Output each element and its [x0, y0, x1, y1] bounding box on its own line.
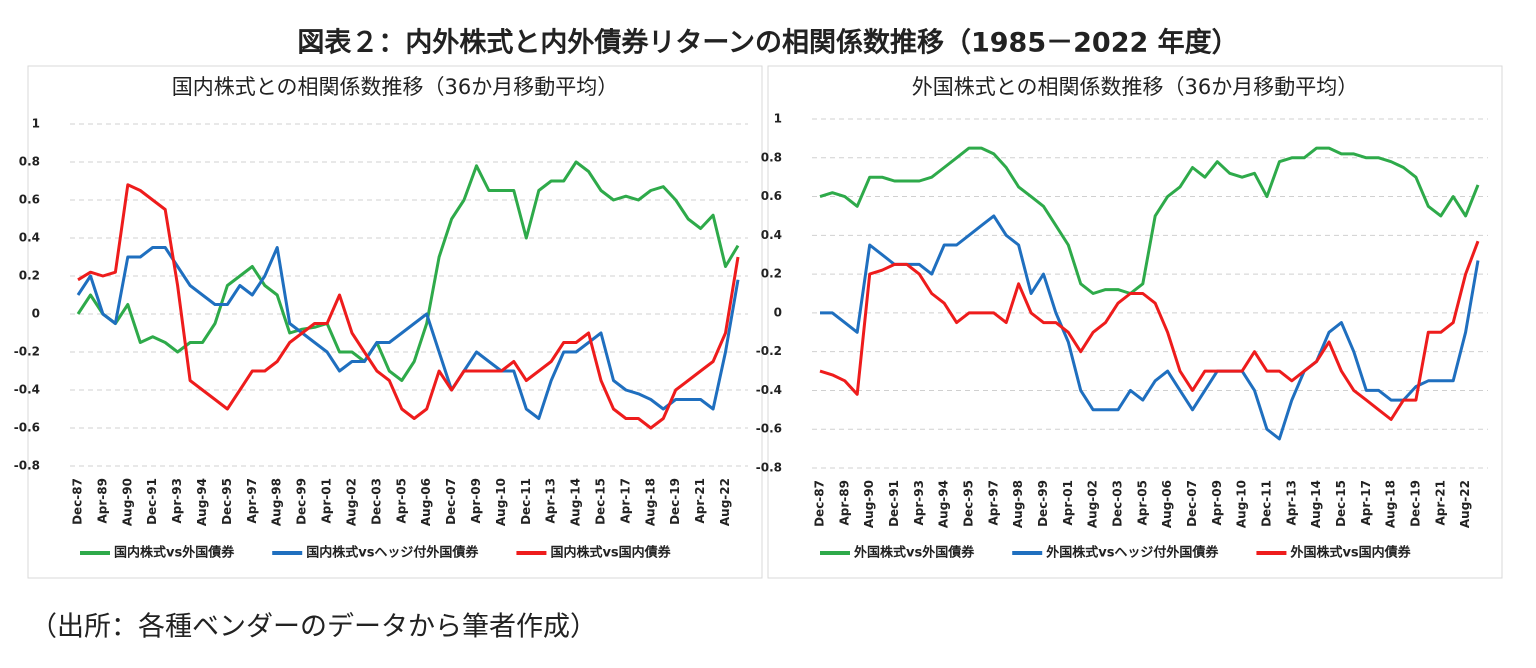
x-tick-label: Dec-15	[1334, 480, 1348, 527]
y-tick-label: -0.2	[14, 345, 40, 359]
x-tick-label: Apr-13	[544, 478, 558, 523]
x-tick-label: Dec-95	[220, 478, 234, 525]
x-tick-label: Apr-97	[245, 478, 259, 523]
source-note: （出所：各種ベンダーのデータから筆者作成）	[30, 612, 597, 643]
x-tick-label: Aug-98	[270, 478, 284, 526]
data-line	[76, 160, 740, 382]
x-tick-label: Apr-89	[837, 480, 851, 525]
x-tick-label: Aug-02	[1086, 480, 1100, 528]
x-tick-label: Dec-91	[145, 478, 159, 525]
x-tick-label: Apr-01	[320, 478, 334, 523]
x-tick-label: Dec-07	[444, 478, 458, 525]
x-tick-label: Aug-14	[569, 478, 583, 526]
legend-label: 外国株式vs外国債券	[853, 545, 975, 561]
x-tick-label: Aug-10	[1235, 480, 1249, 528]
x-tick-label: Apr-01	[1061, 480, 1075, 525]
legend-label: 国内株式vs外国債券	[114, 545, 235, 561]
y-tick-label: 0.4	[19, 231, 40, 245]
x-tick-label: Dec-07	[1185, 480, 1199, 527]
data-line	[819, 240, 1480, 421]
y-tick-label: 0	[32, 307, 40, 321]
data-line	[819, 146, 1480, 295]
x-tick-label: Aug-22	[1458, 480, 1472, 528]
x-tick-label: Aug-22	[718, 478, 732, 526]
x-tick-label: Aug-94	[937, 480, 951, 528]
y-tick-label: 0.4	[761, 228, 782, 242]
x-tick-label: Dec-91	[887, 480, 901, 527]
x-tick-label: Apr-17	[618, 478, 632, 523]
y-tick-label: 1	[774, 112, 782, 126]
x-tick-label: Apr-09	[469, 478, 483, 523]
x-tick-label: Aug-14	[1309, 480, 1323, 528]
x-tick-label: Apr-09	[1210, 480, 1224, 525]
y-tick-label: -0.4	[756, 383, 782, 397]
legend-label: 外国株式vsヘッジ付外国債券	[1045, 545, 1219, 561]
x-tick-label: Dec-03	[1110, 480, 1124, 527]
x-tick-label: Dec-87	[813, 480, 827, 527]
x-tick-label: Dec-87	[71, 478, 85, 525]
x-tick-label: Aug-02	[344, 478, 358, 526]
y-tick-label: -0.6	[14, 421, 40, 435]
data-line	[77, 183, 740, 430]
x-tick-label: Aug-18	[643, 478, 657, 526]
page-title: 図表２：内外株式と内外債券リターンの相関係数推移（1985－2022 年度）	[297, 27, 1238, 59]
x-tick-label: Dec-99	[295, 478, 309, 525]
y-tick-label: 0.6	[19, 193, 40, 207]
x-tick-label: Dec-11	[1259, 480, 1273, 527]
y-tick-label: 0.2	[19, 269, 40, 283]
x-tick-label: Aug-98	[1011, 480, 1025, 528]
x-tick-label: Apr-05	[394, 478, 408, 523]
y-tick-label: 0.2	[761, 267, 782, 281]
x-tick-label: Apr-05	[1135, 480, 1149, 525]
y-tick-label: -0.6	[756, 422, 782, 436]
data-line	[820, 214, 1480, 441]
x-tick-label: Apr-21	[693, 478, 707, 523]
x-tick-label: Dec-15	[594, 478, 608, 525]
y-tick-label: -0.4	[14, 383, 40, 397]
x-tick-label: Dec-99	[1036, 480, 1050, 527]
y-tick-label: 0.6	[761, 189, 782, 203]
x-tick-label: Dec-19	[668, 478, 682, 525]
x-tick-label: Apr-93	[170, 478, 184, 523]
x-tick-label: Apr-13	[1284, 480, 1298, 525]
x-tick-label: Aug-10	[494, 478, 508, 526]
x-tick-label: Dec-11	[519, 478, 533, 525]
chart-title: 国内株式との相関係数推移（36か月移動平均）	[172, 75, 619, 99]
x-tick-label: Dec-19	[1408, 480, 1422, 527]
panel-frame	[27, 65, 763, 579]
y-tick-label: 0	[774, 305, 782, 319]
legend-label: 国内株式vs国内債券	[550, 545, 671, 561]
x-tick-label: Apr-89	[95, 478, 109, 523]
data-line	[76, 246, 740, 420]
y-tick-label: -0.8	[756, 461, 782, 475]
x-tick-label: Dec-95	[961, 480, 975, 527]
y-tick-label: 0.8	[19, 155, 40, 169]
x-tick-label: Aug-90	[862, 480, 876, 528]
x-tick-label: Dec-03	[369, 478, 383, 525]
x-tick-label: Apr-17	[1359, 480, 1373, 525]
x-tick-label: Apr-21	[1433, 480, 1447, 525]
x-tick-label: Aug-94	[195, 478, 209, 526]
x-tick-label: Aug-90	[120, 478, 134, 526]
panel-frame	[767, 65, 1503, 579]
x-tick-label: Aug-06	[419, 478, 433, 526]
legend-label: 国内株式vsヘッジ付外国債券	[306, 545, 479, 561]
y-tick-label: 0.8	[761, 150, 782, 164]
legend-label: 外国株式vs国内債券	[1289, 545, 1411, 561]
x-tick-label: Apr-97	[986, 480, 1000, 525]
y-tick-label: -0.2	[756, 344, 782, 358]
y-tick-label: -0.8	[14, 459, 40, 473]
x-tick-label: Apr-93	[912, 480, 926, 525]
y-tick-label: 1	[32, 117, 40, 131]
x-tick-label: Aug-06	[1160, 480, 1174, 528]
chart-title: 外国株式との相関係数推移（36か月移動平均）	[912, 75, 1359, 99]
x-tick-label: Aug-18	[1384, 480, 1398, 528]
